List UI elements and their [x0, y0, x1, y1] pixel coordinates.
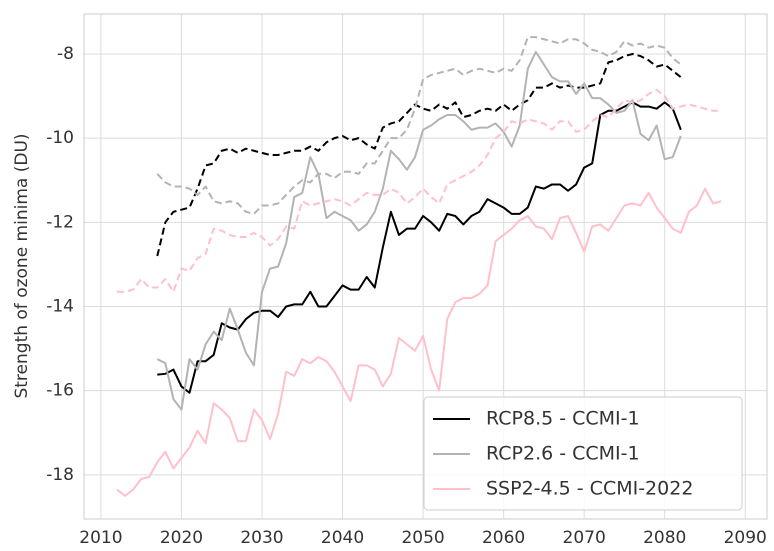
y-tick-label: -18 — [46, 465, 74, 485]
legend-label: SSP2-4.5 - CCMI-2022 — [486, 478, 693, 500]
x-tick-label: 2070 — [563, 528, 606, 548]
legend-label: RCP2.6 - CCMI-1 — [486, 443, 640, 465]
x-tick-label: 2050 — [401, 528, 444, 548]
legend-box — [423, 396, 743, 511]
series-line — [156, 50, 682, 411]
y-tick-label: -12 — [46, 212, 74, 232]
x-tick-label: 2080 — [643, 528, 686, 548]
y-tick-label: -14 — [46, 296, 74, 316]
series-line — [157, 101, 682, 394]
x-tick-label: 2060 — [482, 528, 525, 548]
legend-label: RCP8.5 - CCMI-1 — [486, 408, 640, 430]
y-tick-label: -8 — [57, 44, 74, 64]
y-axis-label: Strength of ozone minima (DU) — [12, 133, 32, 398]
y-tick-label: -16 — [46, 381, 74, 401]
series-line — [116, 187, 722, 497]
series-line — [156, 36, 682, 215]
x-tick-label: 2030 — [240, 528, 283, 548]
legend: RCP8.5 - CCMI-1 RCP2.6 - CCMI-1 SSP2-4.5 -… — [423, 396, 743, 511]
series-line — [117, 88, 722, 293]
x-tick-label: 2040 — [321, 528, 364, 548]
x-tick-label: 2090 — [724, 528, 767, 548]
plot-frame — [83, 13, 768, 520]
x-tick-label: 2010 — [79, 528, 122, 548]
x-tick-label: 2020 — [160, 528, 203, 548]
y-tick-label: -10 — [46, 128, 74, 148]
series-line — [156, 52, 682, 257]
